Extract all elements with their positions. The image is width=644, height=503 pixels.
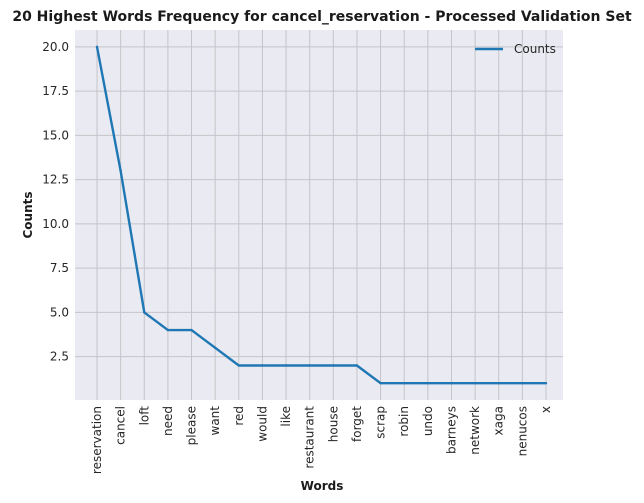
x-tick-label: red (232, 406, 246, 426)
series-line-counts (95, 46, 546, 385)
y-tick-label: 2.5 (50, 350, 69, 364)
data-point (237, 364, 240, 367)
data-point (261, 364, 264, 367)
grid (75, 30, 563, 400)
data-point (284, 364, 288, 367)
x-tick-label: xaga (492, 406, 506, 435)
data-point (379, 381, 382, 385)
legend-label-counts: Counts (514, 42, 556, 56)
y-tick-label: 20.0 (42, 40, 69, 54)
legend: Counts (475, 42, 556, 56)
y-tick-label: 5.0 (50, 305, 69, 319)
y-tick-label: 7.5 (50, 261, 69, 275)
y-tick-label: 15.0 (42, 128, 69, 142)
x-tick-label: would (255, 406, 269, 442)
x-tick-label: nenucos (515, 406, 529, 456)
x-tick-label: want (208, 406, 222, 436)
x-tick-label: barneys (444, 406, 458, 454)
x-tick-label: x (539, 406, 553, 413)
plot-area (75, 30, 563, 400)
axis-ticks: 2.5 5.0 7.5 10.0 12.5 15.0 17.5 20.0 reservation… (42, 40, 553, 474)
data-point (403, 381, 406, 385)
data-point (95, 45, 99, 49)
data-point (143, 311, 146, 314)
data-point (308, 364, 311, 367)
data-point (190, 328, 193, 332)
x-tick-label: robin (397, 406, 411, 437)
y-tick-label: 10.0 (42, 217, 69, 231)
x-axis-label: Words (301, 479, 344, 493)
x-tick-label: cancel (114, 406, 128, 445)
x-tick-label: forget (350, 406, 364, 442)
x-tick-label: network (468, 406, 482, 455)
y-axis-label: Counts (21, 191, 35, 238)
y-tick-label: 17.5 (42, 84, 69, 98)
series-layer (95, 45, 548, 385)
x-tick-label: please (185, 406, 199, 445)
data-point (166, 328, 170, 332)
data-point (119, 169, 122, 172)
data-point (450, 381, 453, 385)
data-point (426, 381, 430, 385)
x-tick-label: house (326, 406, 340, 442)
data-point (521, 381, 524, 385)
x-tick-label: scrap (374, 406, 388, 439)
x-tick-label: need (161, 406, 175, 436)
y-tick-label: 12.5 (42, 173, 69, 187)
data-point (497, 381, 500, 385)
x-tick-label: restaurant (303, 406, 317, 469)
x-tick-label: reservation (90, 406, 104, 474)
data-point (473, 381, 477, 385)
x-tick-label: like (279, 406, 293, 427)
data-point (544, 381, 548, 385)
x-tick-label: loft (137, 406, 151, 426)
data-point (332, 364, 335, 367)
data-point (213, 346, 217, 349)
chart-title: 20 Highest Words Frequency for cancel_re… (12, 9, 632, 25)
x-tick-label: undo (421, 406, 435, 436)
data-point (355, 364, 359, 367)
